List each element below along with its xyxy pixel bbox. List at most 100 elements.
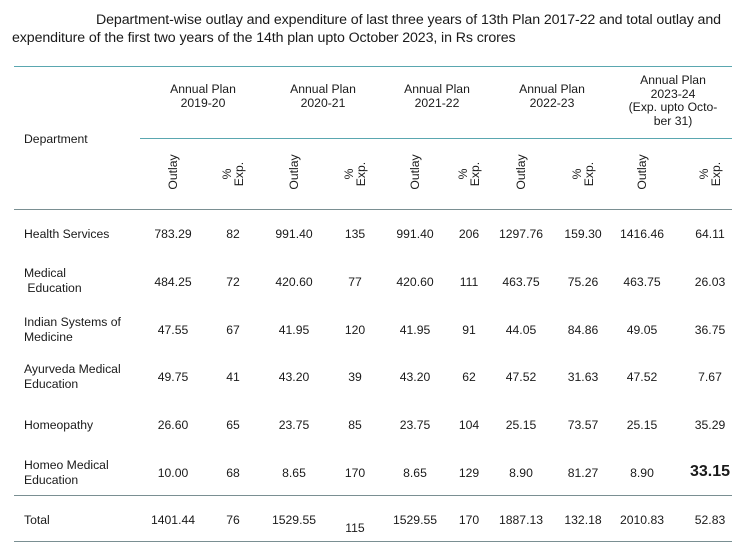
pct-exp-header: % Exp. (570, 161, 596, 187)
table-cell: 31.63 (567, 370, 599, 384)
table-cell: 26.03 (694, 275, 726, 289)
table-cell: 67 (226, 323, 240, 337)
table-cell: 64.11 (695, 227, 725, 241)
table-cell: 170 (344, 466, 366, 480)
table-cell: 41.95 (399, 323, 431, 337)
table-cell: 1529.55 (271, 513, 317, 527)
row-label: Homeo Medical Education (24, 458, 109, 487)
table-cell: 49.05 (626, 323, 658, 337)
table-cell: 82 (226, 227, 240, 241)
table-cell: 81.27 (567, 466, 599, 480)
table-cell: 2010.83 (619, 513, 665, 527)
table-cell: 8.90 (630, 466, 654, 480)
table-cell: 47.55 (157, 323, 189, 337)
row-label: Ayurveda Medical Education (24, 362, 121, 391)
table-cell: 36.75 (694, 323, 726, 337)
plan-header: Annual Plan 2022-23 (497, 82, 607, 110)
outlay-header: Outlay (287, 154, 301, 190)
pct-exp-header: % Exp. (456, 161, 482, 187)
table-cell: 72 (226, 275, 240, 289)
table-cell: 8.90 (509, 466, 533, 480)
pct-exp-header: % Exp. (342, 161, 368, 187)
table-cell: 77 (348, 275, 362, 289)
pct-exp-header: % Exp. (697, 161, 723, 187)
plan-header-line: Annual Plan (290, 82, 356, 96)
plan-header-line: 2022-23 (529, 95, 575, 110)
pct-exp-header: % Exp. (220, 161, 246, 187)
row-label: Medical Education (24, 266, 82, 295)
plan-header-line: 2021-22 (414, 95, 460, 110)
outlay-header: Outlay (166, 154, 180, 190)
table-cell: 33.15 (689, 463, 731, 480)
header-bottom-rule (14, 209, 732, 210)
table-cell: 44.05 (505, 323, 537, 337)
top-rule (14, 66, 732, 67)
table-cell: 47.52 (626, 370, 658, 384)
table-cell: 76 (226, 513, 240, 527)
table-cell: 43.20 (278, 370, 310, 384)
table-cell: 206 (458, 227, 480, 241)
row-label: Homeopathy (24, 418, 94, 432)
table-cell: 1416.46 (619, 227, 665, 241)
table-cell: 111 (459, 275, 479, 289)
table-cell: 35.29 (694, 418, 726, 432)
table-cell: 7.67 (698, 370, 722, 384)
table-cell: 463.75 (502, 275, 540, 289)
table-cell: 783.29 (154, 227, 192, 241)
plan-header-line: Annual Plan (170, 82, 236, 96)
table-cell: 1401.44 (150, 513, 196, 527)
row-label: Total (24, 513, 50, 527)
table-cell: 52.83 (694, 513, 726, 527)
plan-header-line: Annual Plan (640, 73, 706, 87)
table-cell: 484.25 (154, 275, 192, 289)
table-cell: 991.40 (396, 227, 434, 241)
subheader-rule (140, 138, 732, 139)
table-cell: 23.75 (278, 418, 310, 432)
table-cell: 41.95 (278, 323, 310, 337)
row-label: Indian Systems of Medicine (24, 315, 121, 344)
plan-header: Annual Plan 2021-22 (382, 82, 492, 110)
row-label: Health Services (24, 227, 110, 241)
table-cell: 420.60 (396, 275, 434, 289)
plan-header-line: 2023-24 (650, 86, 696, 101)
table-cell: 47.52 (505, 370, 537, 384)
plan-header-line: 2020-21 (300, 95, 346, 110)
table-cell: 43.20 (399, 370, 431, 384)
table-cell: 135 (344, 227, 366, 241)
table-cell: 132.18 (564, 513, 602, 527)
table-cell: 8.65 (282, 466, 306, 480)
table-cell: 159.30 (564, 227, 602, 241)
plan-header: Annual Plan 2020-21 (268, 82, 378, 110)
table-cell: 8.65 (403, 466, 427, 480)
table-cell: 420.60 (275, 275, 313, 289)
table-cell: 73.57 (567, 418, 599, 432)
table-cell: 10.00 (157, 466, 189, 480)
table-cell: 62 (462, 370, 476, 384)
table-cell: 129 (458, 466, 480, 480)
outlay-header: Outlay (635, 154, 649, 190)
table-cell: 991.40 (275, 227, 313, 241)
table-cell: 25.15 (505, 418, 537, 432)
table-caption: Department-wise outlay and expenditure o… (12, 12, 721, 46)
table-cell: 26.60 (157, 418, 189, 432)
table-cell: 41 (226, 370, 240, 384)
table-cell: 65 (226, 418, 240, 432)
plan-header: Annual Plan 2023-24 (Exp. upto Octo-ber 31… (618, 73, 728, 128)
table-cell: 68 (226, 466, 240, 480)
table-cell: 49.75 (157, 370, 189, 384)
table-cell: 115 (345, 521, 365, 535)
table-cell: 1297.76 (498, 227, 544, 241)
table-cell: 84.86 (567, 323, 599, 337)
department-header: Department (24, 132, 88, 146)
table-cell: 463.75 (623, 275, 661, 289)
plan-header-line: (Exp. upto Octo- (628, 100, 718, 114)
table-cell: 1529.55 (392, 513, 438, 527)
plan-header-line: 2019-20 (180, 95, 226, 110)
outlay-header: Outlay (408, 154, 422, 190)
outlay-header: Outlay (514, 154, 528, 190)
table-cell: 23.75 (399, 418, 431, 432)
table-cell: 75.26 (567, 275, 599, 289)
table-cell: 25.15 (626, 418, 658, 432)
bottom-rule (14, 541, 732, 542)
total-top-rule (14, 495, 732, 496)
